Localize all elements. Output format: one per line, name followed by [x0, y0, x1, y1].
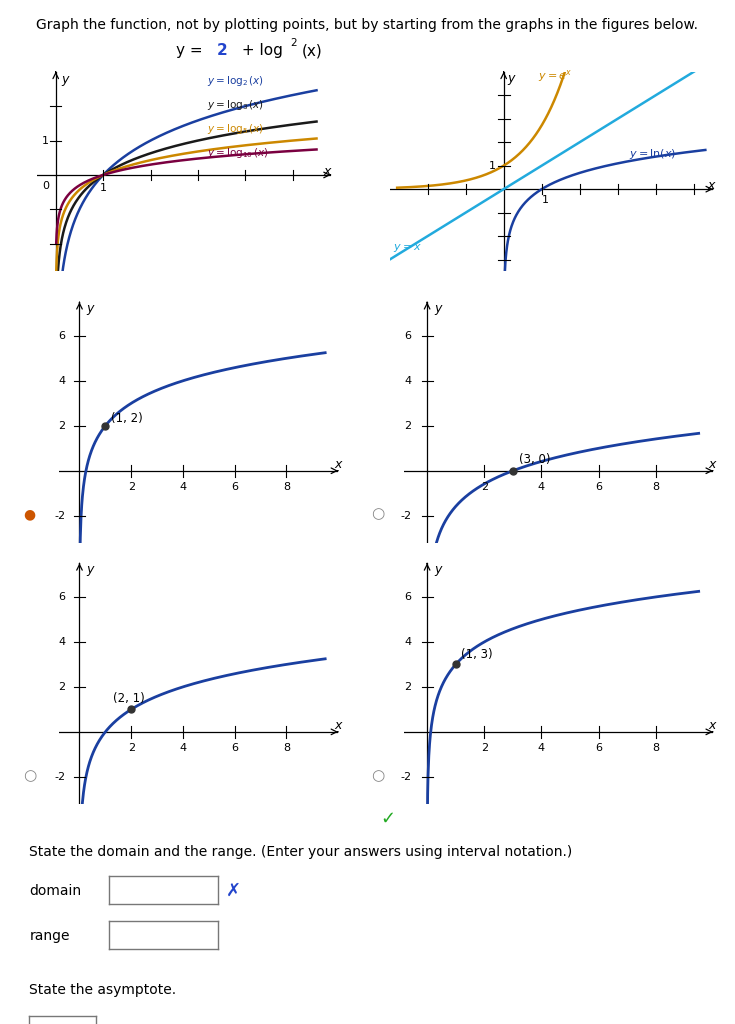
Text: 4: 4 [538, 482, 545, 492]
Text: x: x [709, 458, 716, 471]
Text: 4: 4 [404, 637, 412, 647]
Text: 2: 2 [481, 743, 488, 753]
Text: 4: 4 [58, 637, 65, 647]
Text: State the domain and the range. (Enter your answers using interval notation.): State the domain and the range. (Enter y… [29, 845, 573, 859]
Text: 1: 1 [42, 135, 49, 145]
Text: ○: ○ [371, 506, 384, 521]
Text: $y = \log_2(x)$: $y = \log_2(x)$ [207, 74, 265, 88]
Text: 6: 6 [58, 331, 65, 341]
Text: $y = x$: $y = x$ [393, 243, 423, 254]
Text: 2: 2 [58, 421, 65, 431]
Text: 1: 1 [100, 182, 107, 193]
Text: x: x [334, 458, 342, 471]
Text: -2: -2 [54, 772, 65, 782]
Text: -2: -2 [401, 511, 412, 521]
Text: 4: 4 [538, 743, 545, 753]
Text: (1, 3): (1, 3) [462, 647, 493, 660]
Text: 8: 8 [283, 482, 290, 492]
Text: $y = \log_5(x)$: $y = \log_5(x)$ [207, 122, 265, 136]
Text: 6: 6 [595, 482, 602, 492]
Text: 6: 6 [231, 482, 238, 492]
Text: -2: -2 [401, 772, 412, 782]
Text: 2: 2 [128, 482, 135, 492]
Text: y: y [507, 72, 515, 85]
Text: 8: 8 [283, 743, 290, 753]
Text: 8: 8 [652, 482, 659, 492]
Text: 6: 6 [404, 592, 412, 602]
Text: 8: 8 [652, 743, 659, 753]
Text: ○: ○ [24, 768, 37, 783]
Text: y: y [86, 302, 93, 315]
Text: $y = \log_{10}(x)$: $y = \log_{10}(x)$ [207, 146, 269, 160]
Text: 0: 0 [43, 181, 50, 191]
Text: 4: 4 [404, 376, 412, 386]
Text: 4: 4 [179, 482, 187, 492]
Text: x: x [707, 179, 714, 193]
Text: domain: domain [29, 884, 82, 898]
Text: 2: 2 [128, 743, 135, 753]
Text: y: y [434, 302, 442, 315]
Text: ✓: ✓ [381, 809, 396, 827]
Text: 4: 4 [179, 743, 187, 753]
Text: y =: y = [176, 43, 208, 58]
Text: 4: 4 [58, 376, 65, 386]
Text: State the asymptote.: State the asymptote. [29, 983, 176, 997]
Text: (3, 0): (3, 0) [519, 453, 550, 466]
Text: 6: 6 [231, 743, 238, 753]
Text: x: x [323, 165, 331, 178]
Text: 6: 6 [595, 743, 602, 753]
Text: 2: 2 [217, 43, 228, 58]
Text: (x): (x) [301, 43, 322, 58]
Text: 6: 6 [58, 592, 65, 602]
Text: 1: 1 [542, 195, 549, 205]
Text: 1: 1 [489, 161, 496, 171]
Text: y: y [86, 563, 93, 577]
Text: 6: 6 [404, 331, 412, 341]
Text: ●: ● [24, 507, 35, 521]
Text: (1, 2): (1, 2) [110, 413, 143, 425]
Text: y: y [434, 563, 442, 577]
Text: 2: 2 [404, 682, 412, 692]
Text: 2: 2 [404, 421, 412, 431]
Text: 2: 2 [58, 682, 65, 692]
Text: $y = \ln(x)$: $y = \ln(x)$ [629, 147, 676, 162]
Text: -2: -2 [54, 511, 65, 521]
Text: 2: 2 [481, 482, 488, 492]
Text: + log: + log [237, 43, 282, 58]
Text: 2: 2 [290, 38, 297, 48]
Text: Graph the function, not by plotting points, but by starting from the graphs in t: Graph the function, not by plotting poin… [37, 18, 698, 33]
Text: ○: ○ [371, 768, 384, 783]
Text: $y = \log_3(x)$: $y = \log_3(x)$ [207, 98, 265, 112]
Text: (2, 1): (2, 1) [113, 691, 145, 705]
Text: $y = e^x$: $y = e^x$ [538, 68, 573, 84]
Text: x: x [709, 719, 716, 732]
Text: range: range [29, 929, 70, 943]
Text: x: x [334, 719, 342, 732]
Text: ✗: ✗ [226, 882, 241, 900]
Text: y: y [62, 74, 69, 86]
